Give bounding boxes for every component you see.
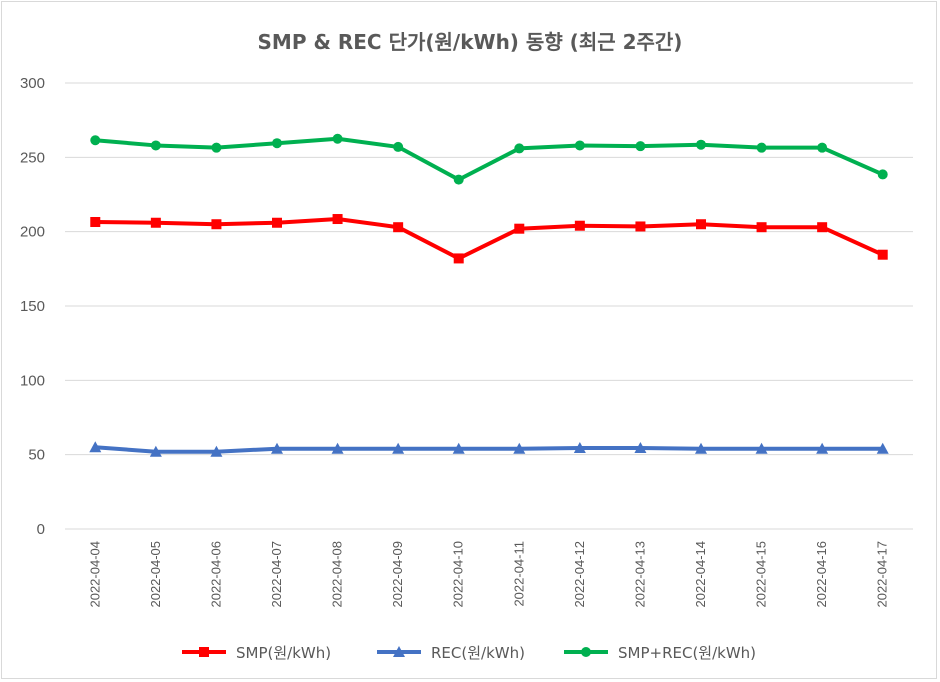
data-point — [272, 217, 282, 228]
series-line — [95, 217, 884, 261]
legend-label-smp: SMP(원/kWh) — [236, 643, 332, 662]
chart-title: SMP & REC 단가(원/kWh) 동향 (최근 2주간) — [257, 30, 683, 54]
data-point — [756, 222, 767, 233]
data-point — [574, 220, 585, 231]
x-tick-label: 2022-04-06 — [208, 541, 223, 608]
data-point — [211, 219, 222, 230]
data-point — [696, 139, 706, 150]
y-axis-ticks: 0 50 100 150 200 250 300 — [20, 75, 45, 538]
x-tick-label: 2022-04-07 — [269, 541, 284, 608]
y-tick-label: 150 — [20, 298, 45, 315]
data-point — [89, 441, 102, 453]
data-point — [392, 442, 405, 454]
data-point — [271, 442, 283, 454]
x-tick-label: 2022-04-15 — [754, 541, 769, 608]
data-point — [272, 138, 282, 149]
series-line — [95, 445, 883, 454]
series-0 — [90, 214, 888, 264]
y-tick-label: 0 — [37, 521, 45, 538]
x-tick-label: 2022-04-13 — [632, 541, 647, 608]
data-point — [453, 253, 464, 264]
data-point — [514, 223, 525, 234]
data-point — [332, 214, 343, 225]
data-point — [756, 142, 767, 153]
data-point — [817, 222, 828, 233]
data-point — [150, 140, 161, 151]
data-point — [393, 141, 404, 152]
data-point — [817, 142, 828, 153]
series-2 — [90, 133, 888, 185]
x-tick-label: 2022-04-14 — [693, 541, 708, 608]
y-tick-label: 250 — [20, 149, 45, 166]
data-point — [513, 442, 526, 454]
data-point — [816, 442, 829, 454]
data-point — [876, 442, 889, 454]
x-tick-label: 2022-04-08 — [330, 541, 345, 608]
data-point — [695, 442, 707, 454]
legend-label-rec: REC(원/kWh) — [431, 643, 525, 662]
legend-item-smp-rec: SMP+REC(원/kWh) — [562, 640, 756, 664]
data-point — [635, 141, 646, 152]
data-point — [90, 217, 101, 228]
data-point — [210, 445, 223, 457]
data-point — [755, 442, 768, 454]
legend-swatch-smp — [182, 647, 226, 657]
data-point — [574, 140, 585, 151]
x-tick-label: 2022-04-16 — [814, 541, 829, 608]
data-point — [452, 442, 465, 454]
data-point — [332, 133, 343, 144]
series-1 — [89, 441, 889, 457]
x-tick-label: 2022-04-11 — [511, 541, 526, 607]
x-tick-label: 2022-04-10 — [451, 541, 466, 608]
x-tick-label: 2022-04-17 — [875, 541, 890, 608]
data-point — [90, 135, 101, 146]
series-line — [95, 136, 884, 182]
x-axis-ticks: 2022-04-04 2022-04-05 2022-04-06 2022-04-07… — [87, 541, 889, 608]
x-tick-label: 2022-04-05 — [148, 541, 163, 608]
legend-label-smp-rec: SMP+REC(원/kWh) — [618, 643, 757, 662]
data-point — [573, 441, 586, 453]
y-tick-label: 300 — [20, 75, 45, 92]
data-point — [393, 222, 404, 233]
x-tick-label: 2022-04-09 — [390, 541, 405, 608]
data-point — [149, 445, 162, 457]
y-tick-label: 100 — [20, 372, 45, 389]
legend-item-smp: SMP(원/kWh) — [180, 640, 331, 664]
legend-swatch-smp-rec — [564, 647, 608, 657]
legend-item-rec: REC(원/kWh) — [375, 640, 525, 664]
data-point — [696, 219, 706, 230]
data-point — [634, 441, 647, 453]
grid-lines — [65, 82, 913, 530]
series-group — [89, 133, 889, 457]
data-point — [877, 169, 888, 180]
y-tick-label: 200 — [20, 224, 45, 241]
x-tick-label: 2022-04-04 — [87, 541, 102, 608]
data-point — [877, 249, 888, 260]
legend: SMP(원/kWh) REC(원/kWh) SMP+REC(원/kWh) — [0, 640, 940, 664]
data-point — [211, 142, 222, 153]
y-tick-label: 50 — [28, 447, 45, 464]
data-point — [150, 217, 161, 228]
data-point — [331, 442, 344, 454]
data-point — [635, 221, 646, 232]
data-point — [514, 143, 525, 154]
data-point — [453, 174, 464, 185]
legend-swatch-rec — [377, 646, 421, 657]
x-tick-label: 2022-04-12 — [572, 541, 587, 608]
